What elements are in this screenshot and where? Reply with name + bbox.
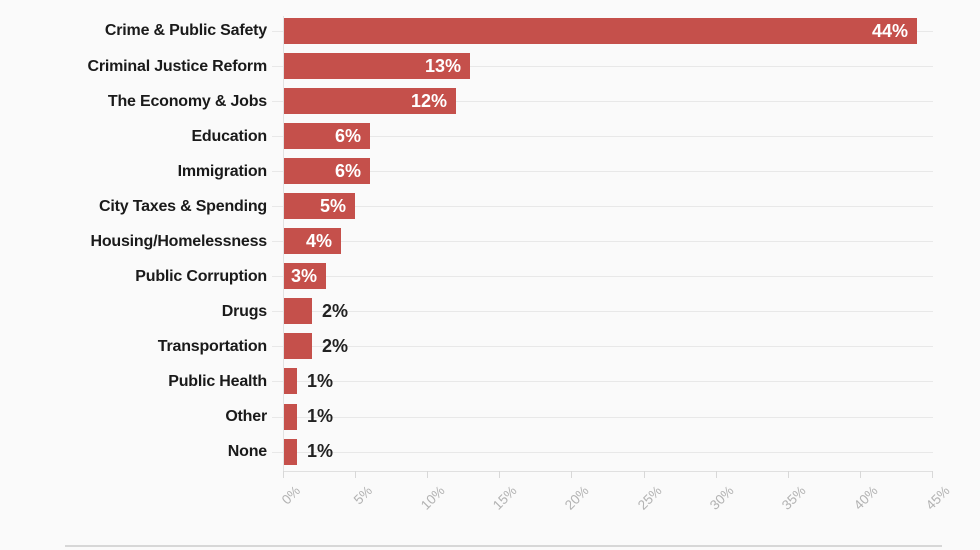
category-label: Other: [225, 408, 267, 426]
bar-row: City Taxes & Spending 5%: [0, 189, 980, 224]
bar: 3%: [283, 263, 326, 290]
x-axis-tick-label: 40%: [850, 483, 881, 513]
bottom-divider: [65, 545, 942, 547]
x-axis-tick: [644, 471, 645, 478]
x-axis-tick-label: 15%: [489, 483, 520, 513]
row-gridline: [272, 451, 933, 453]
x-axis-tick: [788, 471, 789, 478]
bar-row: Public Health 1%: [0, 364, 980, 399]
x-axis-tick-label: 0%: [279, 483, 304, 508]
bar: [283, 333, 312, 360]
category-label: Drugs: [221, 302, 267, 320]
x-axis-tick: [427, 471, 428, 478]
row-gridline: [272, 381, 933, 383]
row-gridline: [272, 101, 933, 103]
value-label: 44%: [871, 20, 908, 41]
bar-row: Public Corruption 3%: [0, 259, 980, 294]
category-label: Immigration: [177, 162, 268, 180]
category-label: Crime & Public Safety: [104, 22, 267, 40]
bar: 6%: [283, 158, 370, 185]
category-label: The Economy & Jobs: [107, 92, 267, 110]
row-gridline: [272, 346, 933, 348]
bar-row: The Economy & Jobs 12%: [0, 84, 980, 119]
bar-row: Education 6%: [0, 119, 980, 154]
bar-row: Transportation 2%: [0, 329, 980, 364]
x-axis-tick: [355, 471, 356, 478]
x-axis-tick-label: 20%: [561, 483, 592, 513]
value-label: 13%: [424, 56, 461, 77]
bar: 4%: [283, 228, 341, 255]
x-axis-tick-label: 30%: [706, 483, 737, 513]
x-axis-line: [283, 471, 933, 472]
x-axis-tick: [932, 471, 933, 478]
x-axis-tick: [499, 471, 500, 478]
bar: [283, 403, 297, 430]
bar: [283, 298, 312, 325]
value-label: 1%: [307, 370, 334, 391]
x-axis-tick-label: 25%: [634, 483, 665, 513]
x-axis-tick-label: 35%: [778, 483, 809, 513]
bar-row: Housing/Homelessness 4%: [0, 224, 980, 259]
row-gridline: [272, 136, 933, 138]
x-axis-tick: [716, 471, 717, 478]
value-label: 12%: [410, 91, 447, 112]
value-label: 4%: [305, 231, 332, 252]
bar-row: Other 1%: [0, 399, 980, 434]
x-axis-tick-label: 10%: [417, 483, 448, 513]
bar: 5%: [283, 193, 355, 220]
bar: [283, 438, 297, 465]
x-axis-tick: [571, 471, 572, 478]
category-label: Housing/Homelessness: [90, 232, 267, 250]
value-label: 5%: [319, 196, 346, 217]
value-label: 3%: [290, 266, 317, 287]
row-gridline: [272, 66, 933, 68]
value-label: 6%: [334, 161, 361, 182]
bar: 12%: [283, 88, 456, 115]
bar-row: Crime & Public Safety 44%: [0, 13, 980, 48]
category-label: Public Health: [168, 372, 267, 390]
category-label: Criminal Justice Reform: [87, 57, 268, 75]
zero-baseline: [283, 16, 284, 471]
bar-row: Criminal Justice Reform 13%: [0, 49, 980, 84]
bar: 6%: [283, 123, 370, 150]
value-label: 6%: [334, 126, 361, 147]
row-gridline: [272, 311, 933, 313]
row-gridline: [272, 206, 933, 208]
category-label: Public Corruption: [135, 267, 267, 285]
row-gridline: [272, 416, 933, 418]
bar: 44%: [283, 17, 917, 44]
value-label: 2%: [322, 300, 349, 321]
x-axis-tick: [283, 471, 284, 478]
value-label: 1%: [307, 406, 334, 427]
x-axis-tick-label: 45%: [922, 483, 953, 513]
bar-row: Drugs 2%: [0, 294, 980, 329]
bar-row: None 1%: [0, 434, 980, 469]
bar: 13%: [283, 53, 470, 80]
x-axis-tick-label: 5%: [351, 483, 376, 508]
row-gridline: [272, 241, 933, 243]
category-label: City Taxes & Spending: [99, 197, 267, 215]
bar-row: Immigration 6%: [0, 154, 980, 189]
category-label: Education: [191, 127, 267, 145]
x-axis-tick: [860, 471, 861, 478]
value-label: 1%: [307, 441, 334, 462]
category-label: None: [227, 443, 267, 461]
value-label: 2%: [322, 335, 349, 356]
bar: [283, 368, 297, 395]
row-gridline: [272, 171, 933, 173]
row-gridline: [272, 276, 933, 278]
category-label: Transportation: [157, 337, 267, 355]
